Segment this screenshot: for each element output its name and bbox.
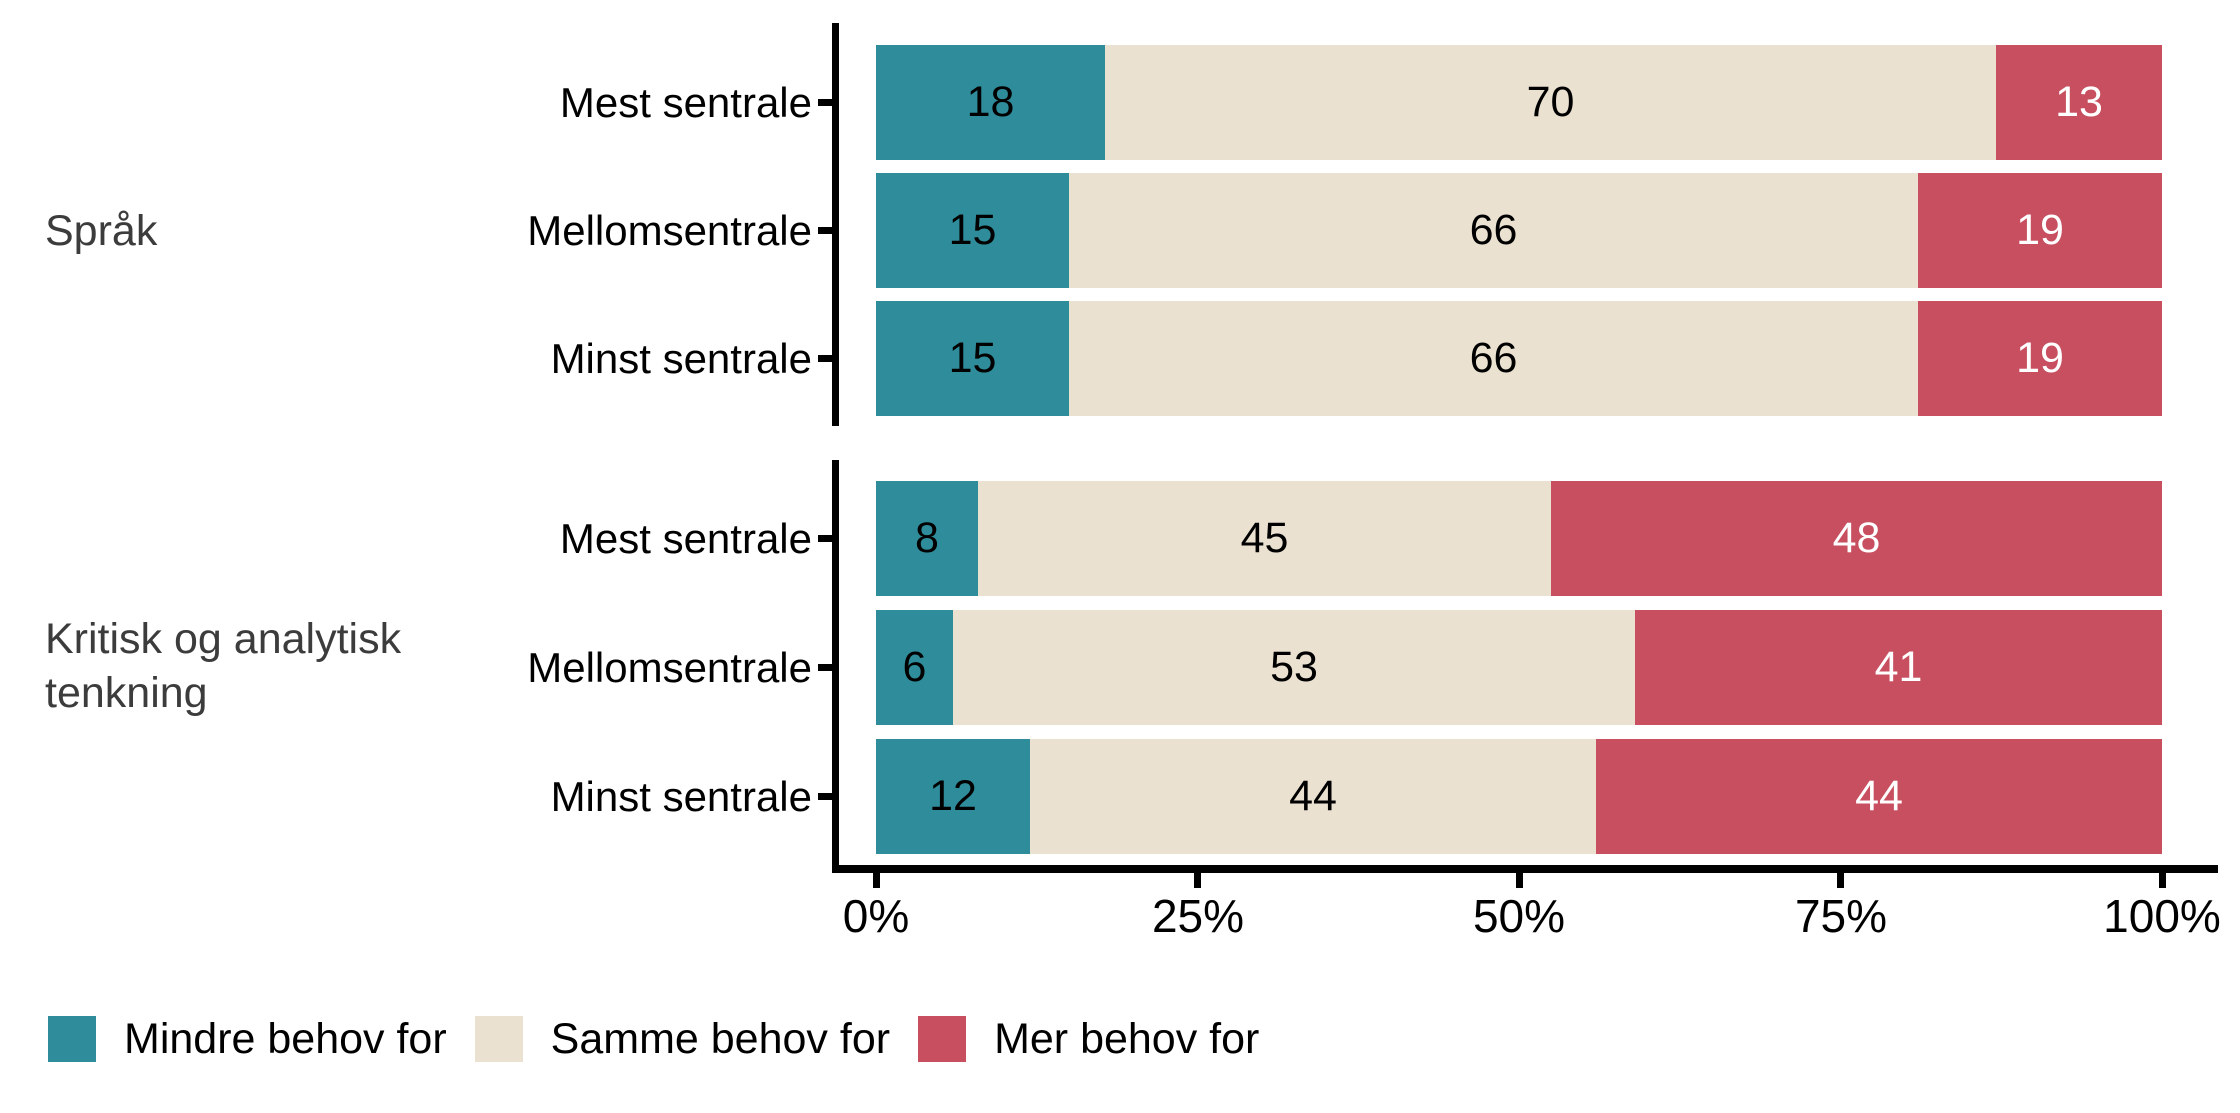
legend-swatch-samme-icon [474, 1016, 523, 1062]
bar-value-label: 8 [915, 514, 939, 562]
category-label: Mellomsentrale [527, 207, 812, 254]
x-tick [873, 873, 880, 888]
bar-segment-samme: 53 [953, 610, 1635, 725]
bar-segment-mindre: 15 [876, 173, 1069, 288]
bar-value-label: 44 [1855, 772, 1903, 820]
category-label: Mest sentrale [559, 515, 812, 562]
category-label: Mellomsentrale [527, 644, 812, 691]
bar-segment-mindre: 6 [876, 610, 953, 725]
bar-value-label: 19 [2016, 206, 2064, 254]
legend-swatch-mindre-icon [48, 1016, 96, 1062]
bar-segment-mer: 44 [1596, 739, 2162, 854]
bar-segment-samme: 45 [978, 481, 1551, 596]
legend-label: Mindre behov for [124, 1015, 447, 1063]
x-tick-label: 0% [842, 890, 910, 942]
y-tick [818, 227, 832, 234]
x-tick-label: 75% [1794, 890, 1888, 942]
bar-segment-mindre: 12 [876, 739, 1030, 854]
y-tick [818, 535, 832, 542]
bar-value-label: 48 [1832, 514, 1881, 562]
category-label: Minst sentrale [550, 773, 812, 820]
bar-segment-mer: 48 [1551, 481, 2162, 596]
x-axis-line [832, 865, 2218, 873]
y-tick [818, 664, 832, 671]
bar-value-label: 41 [1874, 643, 1923, 691]
bar-value-label: 45 [1240, 514, 1289, 562]
bar-segment-mindre: 18 [876, 45, 1105, 160]
bar-segment-samme: 70 [1105, 45, 1996, 160]
y-axis-spine [832, 23, 839, 426]
legend-swatch-mer-icon [918, 1016, 967, 1062]
category-label: Mest sentrale [559, 79, 812, 126]
y-axis-spine [832, 460, 839, 867]
bar-value-label: 12 [929, 772, 977, 820]
x-tick [1194, 873, 1201, 888]
facet-label-sprak: Språk [45, 204, 157, 258]
x-tick [1837, 873, 1844, 888]
bar-value-label: 53 [1270, 643, 1318, 691]
facet-label-kritisk: Kritisk og analytisk tenkning [45, 612, 401, 720]
x-tick-label: 25% [1151, 890, 1245, 942]
x-tick-label: 100% [2103, 890, 2221, 942]
category-label: Minst sentrale [550, 335, 812, 382]
bar-value-label: 19 [2016, 334, 2064, 382]
x-tick [2159, 873, 2166, 888]
legend-entry-samme: Samme behov for [474, 1015, 891, 1063]
bar-value-label: 15 [948, 206, 997, 254]
bar-value-label: 66 [1469, 206, 1518, 254]
y-tick [818, 793, 832, 800]
x-tick [1516, 873, 1523, 888]
y-tick [818, 99, 832, 106]
bar-segment-mindre: 8 [876, 481, 978, 596]
facet-label-line: Språk [45, 207, 158, 255]
bar-segment-mer: 19 [1918, 301, 2162, 416]
bar-segment-samme: 66 [1069, 301, 1918, 416]
facet-label-line: tenkning [45, 669, 208, 717]
legend-entry-mindre: Mindre behov for [48, 1016, 447, 1062]
bar-segment-mer: 13 [1996, 45, 2162, 160]
bar-segment-samme: 44 [1030, 739, 1596, 854]
legend-label: Samme behov for [550, 1015, 891, 1063]
bar-segment-samme: 66 [1069, 173, 1918, 288]
bar-segment-mer: 41 [1635, 610, 2162, 725]
bar-value-label: 6 [902, 643, 927, 691]
legend: Mindre behov for Samme behov for Mer behov… [48, 1016, 1259, 1062]
bar-value-label: 44 [1289, 772, 1337, 820]
bar-value-label: 18 [966, 78, 1015, 126]
bar-value-label: 70 [1526, 78, 1575, 126]
bar-value-label: 13 [2055, 78, 2103, 126]
y-tick [818, 355, 832, 362]
legend-label: Mer behov for [994, 1015, 1260, 1063]
facet-label-line: Kritisk og analytisk [45, 615, 402, 663]
x-tick-label: 50% [1472, 890, 1566, 942]
bar-segment-mindre: 15 [876, 301, 1069, 416]
bar-value-label: 15 [948, 334, 997, 382]
legend-entry-mer: Mer behov for [918, 1016, 1259, 1062]
bar-segment-mer: 19 [1918, 173, 2162, 288]
bar-value-label: 66 [1469, 334, 1518, 382]
